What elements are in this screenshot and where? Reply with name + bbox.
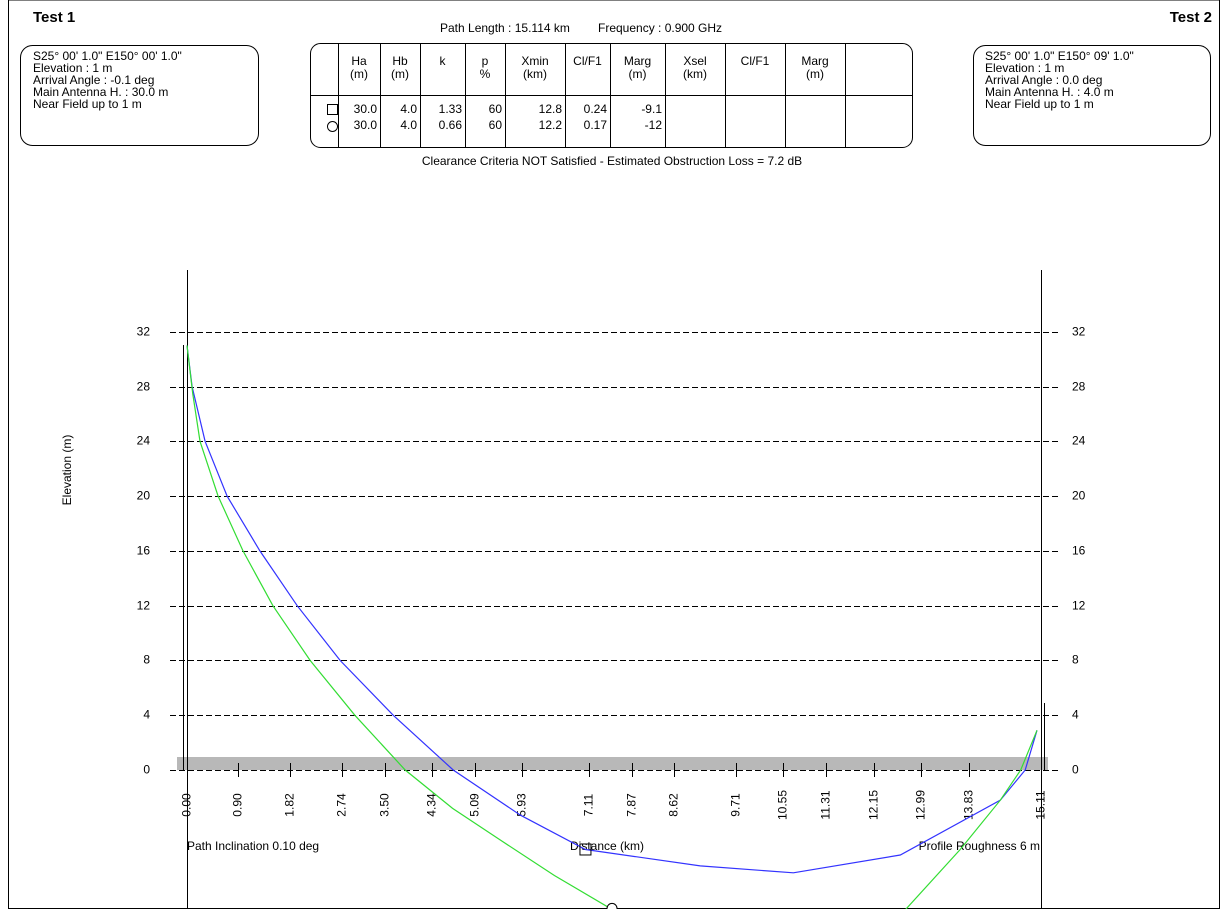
x-tick-label: 5.93 (515, 793, 529, 817)
row-marker (327, 121, 338, 132)
x-tick-label: 3.50 (378, 793, 392, 817)
table-cell: 12.2 (539, 118, 563, 132)
table-cell: -12 (645, 118, 663, 132)
column-name: Marg (624, 54, 651, 68)
column-name: Hb (392, 54, 408, 68)
table-cell: 60 (489, 102, 503, 116)
column-unit: (m) (806, 67, 824, 81)
curve (186, 345, 1038, 909)
x-tick-label: 4.34 (425, 793, 439, 817)
column-name: p (482, 54, 489, 68)
y-tick-label: 12 (1072, 599, 1086, 613)
site-info: Arrival Angle : -0.1 deg (33, 73, 154, 87)
x-tick-label: 1.82 (283, 793, 297, 817)
y-tick-label: 16 (1072, 544, 1086, 558)
x-tick-label: 7.11 (582, 793, 596, 816)
table-cell: 60 (489, 118, 503, 132)
y-tick-label: 12 (137, 599, 151, 613)
marker (606, 902, 618, 909)
column-unit: (m) (350, 67, 368, 81)
y-tick-label: 8 (1072, 653, 1079, 667)
path-length: Path Length : 15.114 km (440, 21, 570, 35)
site-info: S25° 00' 1.0" E150° 09' 1.0" (985, 49, 1134, 63)
annotation: Path Inclination 0.10 deg (187, 839, 319, 853)
marker (579, 843, 592, 856)
x-tick-label: 0.90 (231, 793, 245, 817)
y-tick-label: 8 (143, 653, 150, 667)
x-tick-label: 9.71 (729, 793, 743, 817)
table-cell: 30.0 (354, 118, 378, 132)
column-unit: (km) (523, 67, 547, 81)
table-cell: 4.0 (400, 118, 417, 132)
site-title: Test 1 (33, 9, 75, 26)
y-tick-label: 24 (1072, 434, 1086, 448)
y-tick-label: 24 (137, 434, 151, 448)
table-cell: 0.66 (439, 118, 463, 132)
frequency: Frequency : 0.900 GHz (598, 21, 722, 35)
y-tick-label: 4 (1072, 708, 1079, 722)
column-name: Xsel (683, 54, 706, 68)
y-tick-label: 16 (137, 544, 151, 558)
site-info: Elevation : 1 m (33, 61, 112, 75)
table-cell: 0.17 (584, 118, 608, 132)
x-tick-label: 12.15 (867, 790, 881, 820)
site-title: Test 2 (1170, 9, 1212, 26)
column-unit: (km) (683, 67, 707, 81)
x-tick-label: 5.09 (468, 793, 482, 817)
y-tick-label: 28 (1072, 380, 1086, 394)
site-info: Main Antenna H. : 30.0 m (33, 85, 168, 99)
x-tick-label: 12.99 (914, 790, 928, 820)
table-cell: 0.24 (584, 102, 608, 116)
site-box (973, 45, 1211, 146)
column-name: k (440, 54, 447, 68)
annotation: Profile Roughness 6 m (919, 839, 1040, 853)
y-tick-label: 32 (1072, 325, 1086, 339)
x-tick-label: 11.31 (819, 790, 833, 819)
site-info: Near Field up to 1 m (33, 97, 142, 111)
x-tick-label: 0.00 (180, 793, 194, 817)
row-marker (327, 104, 338, 115)
terrain (177, 757, 1048, 770)
table-cell: 1.33 (439, 102, 463, 116)
table-cell: 12.8 (539, 102, 563, 116)
column-name: Ha (351, 54, 367, 68)
column-name: Xmin (521, 54, 548, 68)
column-unit: (m) (629, 67, 647, 81)
site-info: Main Antenna H. : 4.0 m (985, 85, 1114, 99)
x-axis-label: Distance (km) (570, 839, 644, 853)
x-tick-label: 10.55 (776, 790, 790, 820)
site-info: Near Field up to 1 m (985, 97, 1094, 111)
column-unit: (m) (391, 67, 409, 81)
y-tick-label: 28 (137, 380, 151, 394)
x-tick-label: 8.62 (667, 793, 681, 817)
y-tick-label: 4 (143, 708, 150, 722)
status: Clearance Criteria NOT Satisfied - Estim… (422, 154, 802, 168)
site-info: S25° 00' 1.0" E150° 00' 1.0" (33, 49, 182, 63)
column-name: Cl/F1 (741, 54, 770, 68)
frame (8, 0, 1220, 909)
y-tick-label: 32 (137, 325, 151, 339)
y-tick-label: 0 (1072, 763, 1079, 777)
site-info: Arrival Angle : 0.0 deg (985, 73, 1102, 87)
column-name: Marg (801, 54, 828, 68)
table-cell: 30.0 (354, 102, 378, 116)
site-info: Elevation : 1 m (985, 61, 1064, 75)
column-unit: % (480, 67, 491, 81)
x-tick-label: 15.11 (1034, 790, 1048, 819)
y-axis-label: Elevation (m) (60, 435, 74, 506)
table-cell: -9.1 (641, 102, 662, 116)
y-tick-label: 0 (143, 763, 150, 777)
y-tick-label: 20 (1072, 489, 1086, 503)
curve (186, 345, 1038, 874)
y-tick-label: 20 (137, 489, 151, 503)
x-tick-label: 7.87 (625, 793, 639, 817)
column-name: Cl/F1 (573, 54, 602, 68)
x-tick-label: 2.74 (335, 793, 349, 817)
x-tick-label: 13.83 (962, 790, 976, 820)
site-box (20, 45, 259, 146)
table-cell: 4.0 (400, 102, 417, 116)
